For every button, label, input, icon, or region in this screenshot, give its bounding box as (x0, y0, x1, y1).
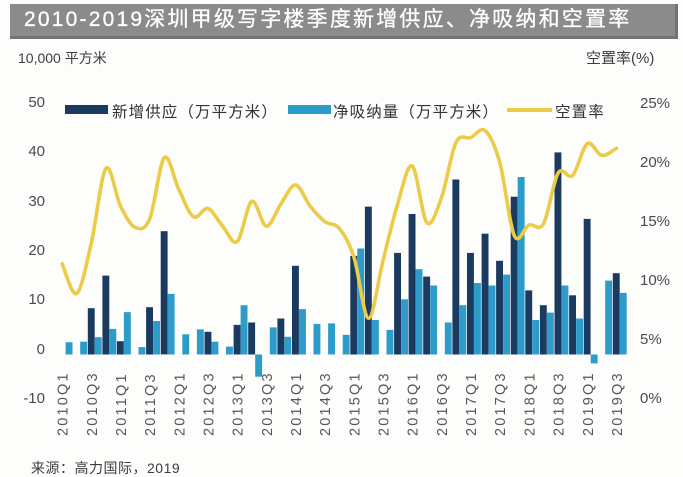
svg-text:2011Q3: 2011Q3 (143, 372, 159, 436)
svg-text:2012Q3: 2012Q3 (202, 371, 218, 436)
svg-text:2012Q1: 2012Q1 (172, 371, 188, 436)
svg-text:2018Q1: 2018Q1 (522, 371, 538, 436)
svg-text:2017Q1: 2017Q1 (464, 371, 480, 436)
svg-text:2018Q3: 2018Q3 (552, 371, 568, 436)
svg-text:2013Q1: 2013Q1 (231, 371, 247, 436)
svg-text:2019Q3: 2019Q3 (610, 371, 626, 436)
svg-text:2016Q1: 2016Q1 (406, 371, 422, 436)
svg-text:2019Q1: 2019Q1 (581, 371, 597, 436)
svg-text:2017Q3: 2017Q3 (493, 371, 509, 436)
svg-text:2010Q3: 2010Q3 (85, 371, 101, 436)
svg-text:2015Q3: 2015Q3 (377, 371, 393, 436)
svg-text:2010Q1: 2010Q1 (56, 371, 72, 436)
svg-text:2014Q1: 2014Q1 (289, 371, 305, 436)
svg-text:2013Q3: 2013Q3 (260, 371, 276, 436)
svg-text:2015Q1: 2015Q1 (347, 371, 363, 436)
svg-text:2016Q3: 2016Q3 (435, 371, 451, 436)
svg-text:2014Q3: 2014Q3 (318, 371, 334, 436)
svg-text:2011Q1: 2011Q1 (114, 372, 130, 436)
